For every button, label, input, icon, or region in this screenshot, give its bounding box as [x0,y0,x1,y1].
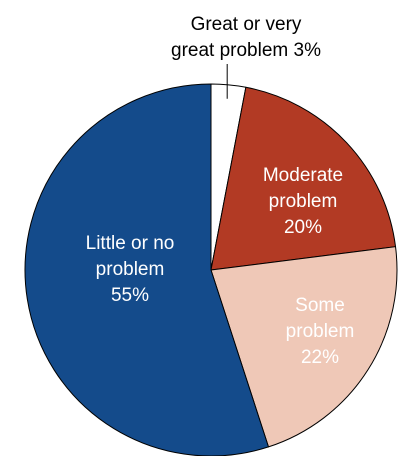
slice-label-1-line-1: problem [269,191,338,212]
pie-slice-1 [210,86,397,271]
slice-label-1: Moderate problem 20% [263,165,343,238]
slice-label-0: Great or very great problem 3% [171,14,321,61]
slice-label-3-line-2: 55% [111,285,149,306]
pie-labels: Great or very great problem 3% Moderate pro… [86,14,355,368]
slice-label-0-line-0: Great or very [191,14,302,35]
pie-slices [24,83,398,456]
slice-label-2: Some problem 22% [286,295,355,368]
slice-label-3: Little or no problem 55% [86,233,175,306]
slice-label-2-line-0: Some [295,295,345,316]
slice-label-1-line-2: 20% [284,217,322,238]
pie-slice-3 [24,83,269,456]
slice-label-0-line-1: great problem 3% [171,40,321,61]
slice-label-3-line-1: problem [96,259,165,280]
pie-slice-2 [210,246,398,448]
slice-label-2-line-2: 22% [301,347,339,368]
slice-label-1-line-0: Moderate [263,165,343,186]
slice-label-3-line-0: Little or no [86,233,175,254]
slice-label-2-line-1: problem [286,321,355,342]
